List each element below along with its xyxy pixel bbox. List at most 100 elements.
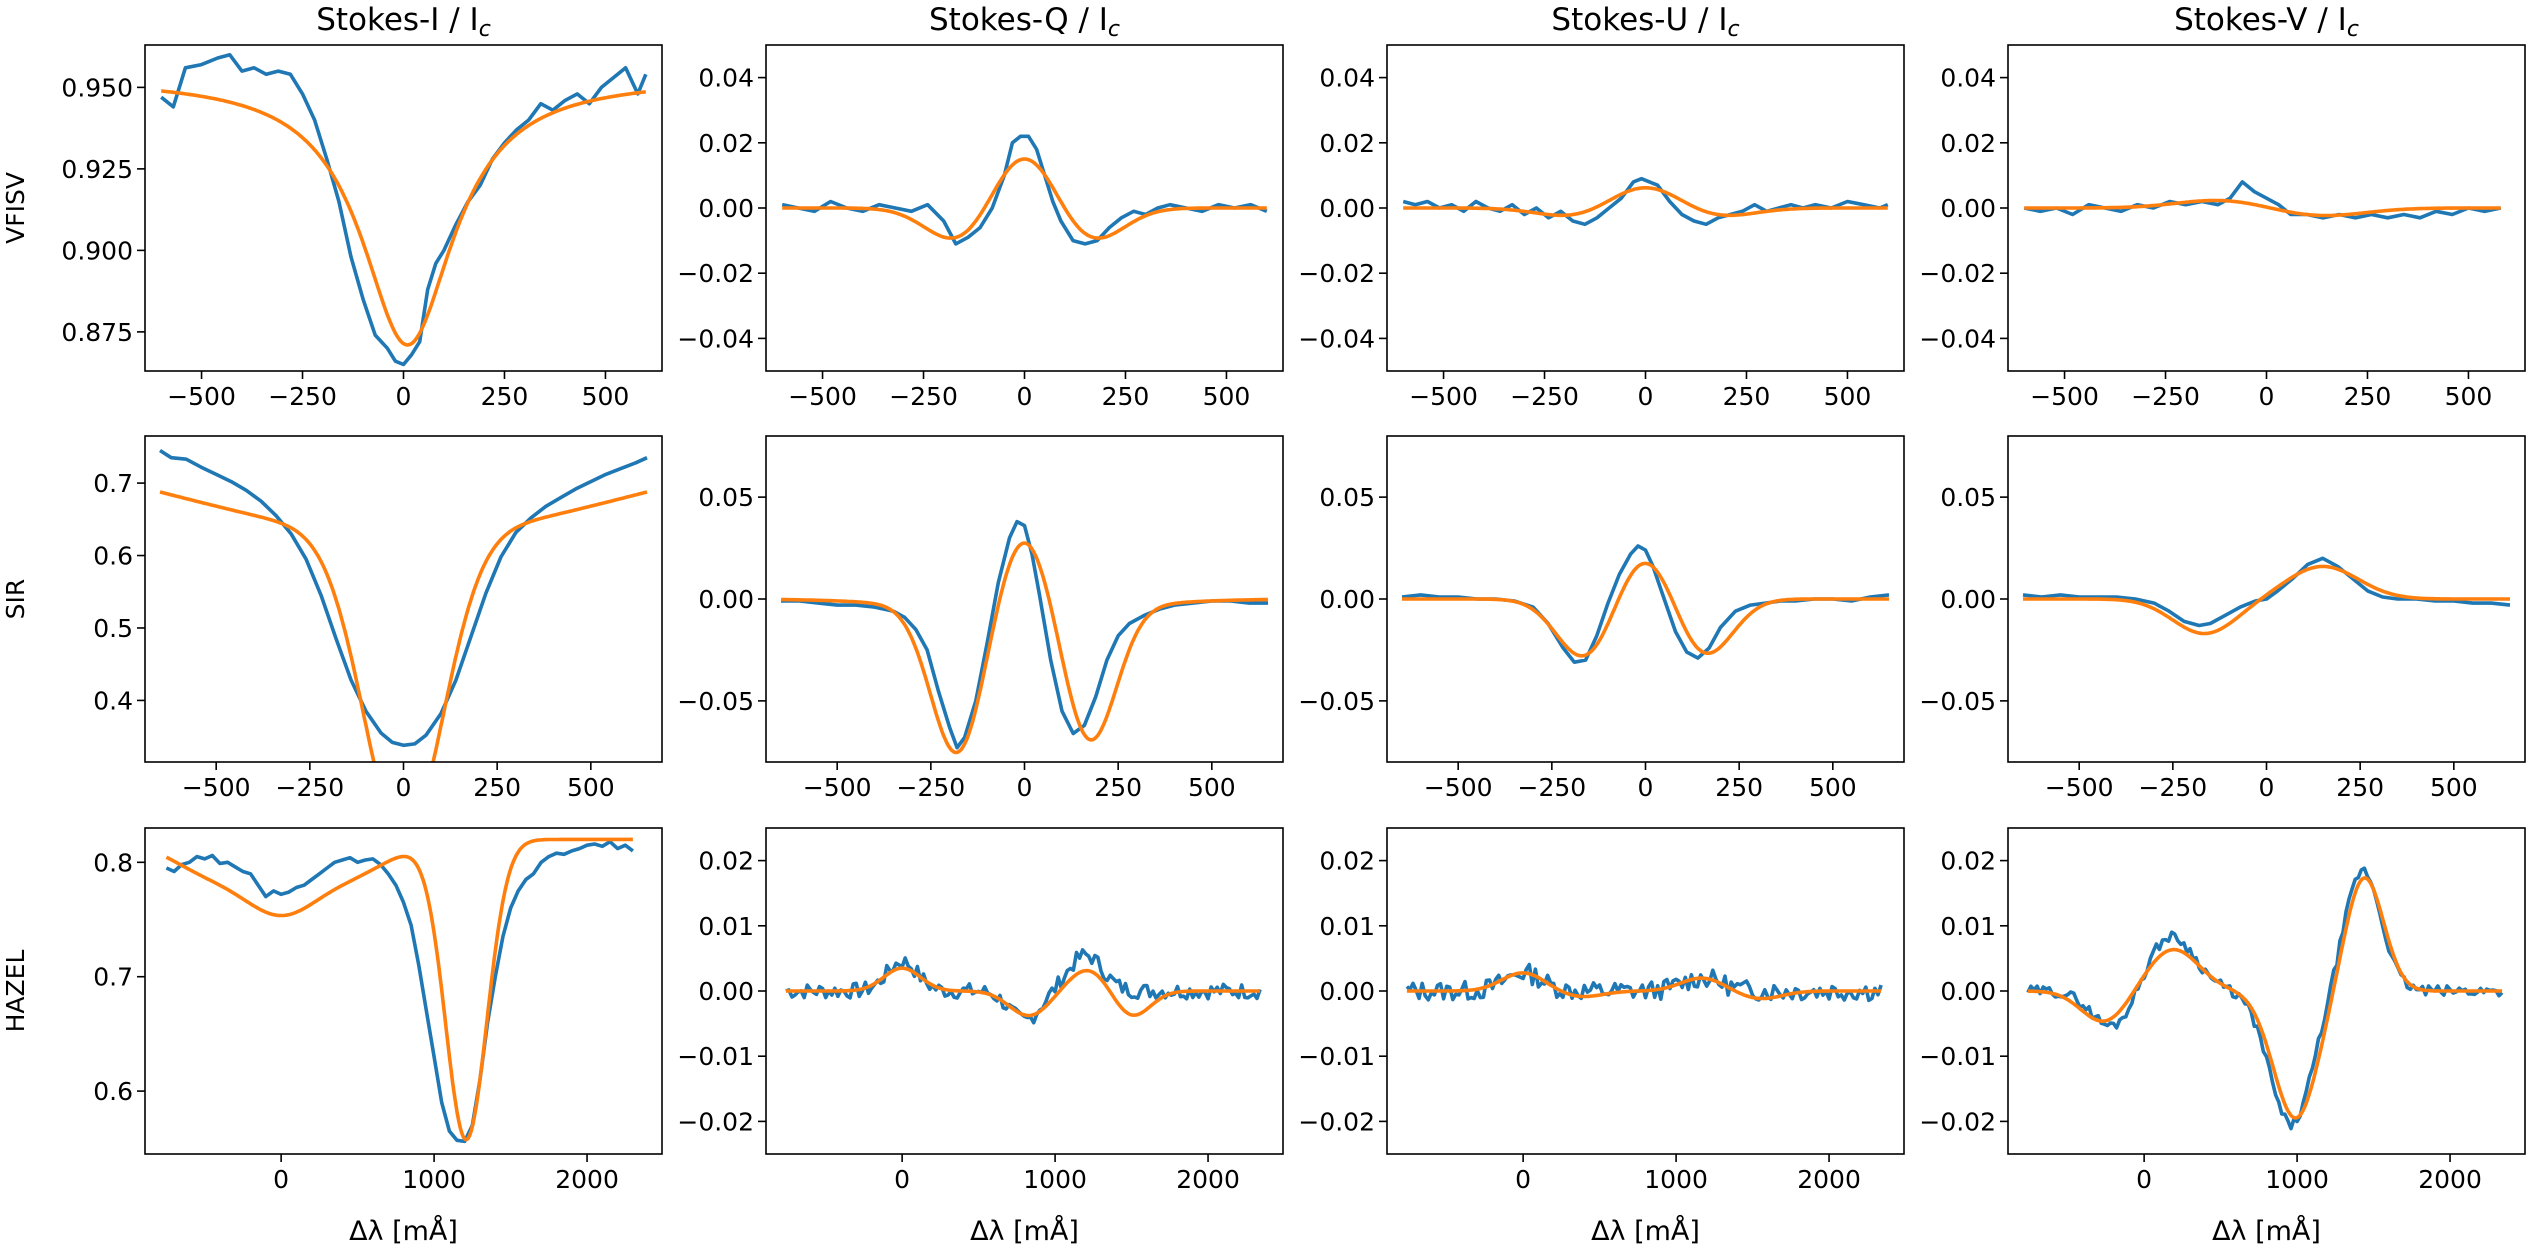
y-tick-label: −0.02 [1919,1107,1996,1136]
x-tick-label: 1000 [2265,1165,2329,1194]
row-label-hazel: HAZEL [1,950,30,1033]
observed-line [160,52,648,367]
x-tick-label: −500 [2030,382,2099,411]
column-title-1: Stokes-I / Ic [316,2,491,42]
x-tick-label: 0 [396,773,412,802]
y-tick-label: −0.02 [1298,259,1375,288]
observed-line [165,839,634,1144]
x-tick-label: 0 [273,1165,289,1194]
x-tick-label: 500 [567,773,615,802]
fit-line [165,837,634,1142]
x-tick-label: 1000 [1023,1165,1087,1194]
column-titles: Stokes-I / Ic Stokes-Q / Ic Stokes-U / Ic S… [316,2,2359,42]
panel-hazel-2: 0 1000 2000 −0.02 −0.01 0.00 0.01 0.02 [677,827,1284,1194]
fit-line [1406,971,1882,1001]
x-tick-label: −500 [167,382,236,411]
fit-line [785,966,1261,1018]
axes-frame [144,44,663,372]
y-tick-label: 0.05 [1940,483,1996,512]
y-tick-label: 0.00 [1940,585,1996,614]
column-title-text: Stokes-U / I [1551,2,1727,38]
x-axis-label-1: Δλ [mÅ] [349,1215,458,1247]
x-tick-label: 250 [2344,382,2392,411]
x-tick-label: 250 [1723,382,1771,411]
y-tick-label: 0.04 [1940,64,1996,93]
observed-line [2023,180,2502,220]
x-tick-label: 500 [1203,382,1251,411]
y-tick-label: −0.05 [1919,687,1996,716]
x-tick-label: −250 [268,382,337,411]
x-tick-label: 0 [1017,382,1033,411]
x-tick-label: −250 [889,382,958,411]
x-tick-label: 0 [1017,773,1033,802]
y-tick-label: 0.8 [93,848,133,877]
x-tick-label: 250 [1094,773,1142,802]
x-tick-label: −250 [276,773,345,802]
x-tick-label: 500 [582,382,630,411]
x-axis-label-2: Δλ [mÅ] [970,1215,1079,1247]
fit-line [1403,186,1888,218]
y-tick-label: 0.02 [1319,129,1375,158]
x-tick-label: 2000 [555,1165,619,1194]
axes-frame [765,435,1284,763]
x-axis-label-3: Δλ [mÅ] [1591,1215,1700,1247]
observed-line [2026,866,2504,1131]
row-label-vfisv: VFISV [1,172,30,244]
fit-line [161,89,647,347]
x-tick-label: −500 [788,382,857,411]
y-tick-label: 0.00 [1319,194,1375,223]
y-tick-label: 0.02 [1940,847,1996,876]
x-axis-label-4: Δλ [mÅ] [2212,1215,2321,1247]
y-tick-label: 0.04 [698,64,754,93]
x-tick-label: 0 [2259,382,2275,411]
y-tick-label: 0.950 [61,73,133,102]
y-tick-label: 0.01 [1940,912,1996,941]
x-tick-label: 500 [1809,773,1857,802]
x-tick-label: 500 [2445,382,2493,411]
x-tick-label: −500 [1424,773,1493,802]
x-tick-label: 0 [396,382,412,411]
observed-line [781,134,1268,246]
y-tick-label: 0.05 [1319,483,1375,512]
y-tick-label: −0.05 [1298,687,1375,716]
x-tick-label: −250 [2139,773,2208,802]
column-title-text: Stokes-V / I [2174,2,2347,38]
x-tick-label: 250 [481,382,529,411]
column-title-text: Stokes-I / I [316,2,479,38]
y-tick-label: 0.00 [698,977,754,1006]
x-tick-label: −250 [897,773,966,802]
observed-line [1402,176,1889,227]
y-tick-label: 0.900 [61,236,133,265]
column-title-3: Stokes-U / Ic [1551,2,1739,42]
panel-sir-1: −500 −250 0 250 500 0.4 0.5 0.6 0.7 [93,435,663,802]
x-tick-label: 1000 [402,1165,466,1194]
y-tick-label: −0.05 [677,687,754,716]
panel-vfisv-3: −500 −250 0 250 500 −0.04 −0.02 0.00 0.02 0.04 [1298,44,1905,411]
y-tick-label: 0.02 [698,129,754,158]
y-tick-label: 0.7 [93,963,133,992]
x-tick-label: −500 [182,773,251,802]
panel-sir-2: −500 −250 0 250 500 −0.05 0.00 0.05 [677,435,1284,802]
column-title-text: Stokes-Q / I [929,2,1108,38]
y-tick-label: 0.00 [1319,977,1375,1006]
fit-line [2027,876,2503,1120]
x-tick-label: 0 [1638,773,1654,802]
observed-line [1405,962,1883,1003]
panel-vfisv-2: −500 −250 0 250 500 −0.04 −0.02 0.00 0.02 0.04 [677,44,1284,411]
x-tick-label: 500 [2430,773,2478,802]
y-tick-label: 0.01 [698,912,754,941]
x-tick-label: 500 [1188,773,1236,802]
x-tick-label: 0 [2259,773,2275,802]
observed-line [159,448,648,748]
observed-line [781,519,1268,750]
y-tick-label: 0.01 [1319,912,1375,941]
x-axis-labels: Δλ [mÅ] Δλ [mÅ] Δλ [mÅ] Δλ [mÅ] [349,1215,2321,1247]
x-tick-label: −500 [803,773,872,802]
y-tick-label: −0.01 [1298,1042,1375,1071]
x-tick-label: 1000 [1644,1165,1708,1194]
y-tick-label: 0.7 [93,469,133,498]
y-tick-label: 0.02 [1940,129,1996,158]
column-title-subscript: c [479,17,491,42]
x-tick-label: −500 [2045,773,2114,802]
y-tick-label: 0.00 [1940,977,1996,1006]
